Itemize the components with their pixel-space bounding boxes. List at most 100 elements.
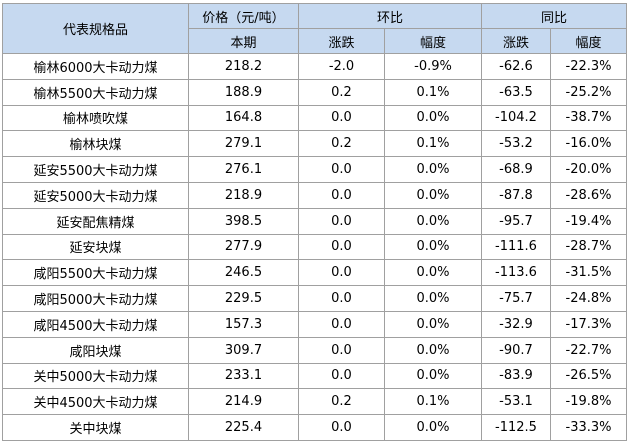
value-cell: 0.0	[298, 362, 385, 390]
product-cell: 榆林块煤	[2, 130, 189, 158]
table-row: 延安配焦精煤 398.5 0.0 0.0% -95.7 -19.4%	[2, 207, 627, 235]
table-row: 咸阳4500大卡动力煤 157.3 0.0 0.0% -32.9 -17.3%	[2, 310, 627, 338]
product-cell: 榆林喷吹煤	[2, 104, 189, 132]
value-cell: 0.0	[298, 181, 385, 209]
value-cell: 0.0%	[384, 259, 482, 287]
product-cell: 延安块煤	[2, 233, 189, 261]
value-cell: 0.0%	[384, 310, 482, 338]
header-cell: 涨跌	[481, 28, 551, 54]
value-cell: 398.5	[188, 207, 299, 235]
product-cell: 榆林6000大卡动力煤	[2, 53, 189, 80]
value-cell: 233.1	[188, 362, 299, 390]
value-cell: -63.5	[481, 78, 551, 106]
value-cell: 0.0	[298, 310, 385, 338]
value-cell: -87.8	[481, 181, 551, 209]
value-cell: 0.0	[298, 259, 385, 287]
value-cell: 0.0%	[384, 336, 482, 364]
value-cell: -104.2	[481, 104, 551, 132]
value-cell: 229.5	[188, 285, 299, 312]
value-cell: 0.0%	[384, 362, 482, 390]
table-row: 咸阳块煤 309.7 0.0 0.0% -90.7 -22.7%	[2, 336, 627, 364]
product-cell: 延安5000大卡动力煤	[2, 181, 189, 209]
table-row: 咸阳5500大卡动力煤 246.5 0.0 0.0% -113.6 -31.5%	[2, 259, 627, 287]
value-cell: 0.0	[298, 285, 385, 312]
value-cell: 279.1	[188, 130, 299, 158]
value-cell: 0.2	[298, 78, 385, 106]
product-cell: 延安5500大卡动力煤	[2, 156, 189, 183]
value-cell: 0.0%	[384, 233, 482, 261]
header-cell: 环比	[298, 3, 482, 29]
table-row: 榆林6000大卡动力煤 218.2 -2.0 -0.9% -62.6 -22.3%	[2, 53, 627, 80]
value-cell: -53.2	[481, 130, 551, 158]
header-cell: 代表规格品	[2, 3, 189, 54]
value-cell: -22.7%	[550, 336, 627, 364]
price-table: 代表规格品 价格（元/吨） 环比 同比 本期 涨跌 幅度 涨跌 幅度 榆林600…	[2, 3, 627, 441]
value-cell: -28.7%	[550, 233, 627, 261]
value-cell: 0.2	[298, 130, 385, 158]
value-cell: -22.3%	[550, 53, 627, 80]
table-row: 榆林喷吹煤 164.8 0.0 0.0% -104.2 -38.7%	[2, 104, 627, 132]
header-cell: 幅度	[384, 28, 482, 54]
table-row: 关中4500大卡动力煤 214.9 0.2 0.1% -53.1 -19.8%	[2, 388, 627, 416]
value-cell: -33.3%	[550, 414, 627, 441]
value-cell: 157.3	[188, 310, 299, 338]
value-cell: -19.8%	[550, 388, 627, 416]
value-cell: 0.0%	[384, 285, 482, 312]
value-cell: -90.7	[481, 336, 551, 364]
value-cell: -16.0%	[550, 130, 627, 158]
value-cell: 214.9	[188, 388, 299, 416]
value-cell: 0.0	[298, 207, 385, 235]
value-cell: 0.0%	[384, 207, 482, 235]
value-cell: 0.0%	[384, 414, 482, 441]
value-cell: 188.9	[188, 78, 299, 106]
product-cell: 咸阳4500大卡动力煤	[2, 310, 189, 338]
table-row: 咸阳5000大卡动力煤 229.5 0.0 0.0% -75.7 -24.8%	[2, 285, 627, 312]
product-cell: 关中块煤	[2, 414, 189, 441]
value-cell: -53.1	[481, 388, 551, 416]
value-cell: 276.1	[188, 156, 299, 183]
value-cell: -95.7	[481, 207, 551, 235]
table-body: 榆林6000大卡动力煤 218.2 -2.0 -0.9% -62.6 -22.3% 榆林55…	[2, 53, 627, 441]
value-cell: -111.6	[481, 233, 551, 261]
value-cell: 218.9	[188, 181, 299, 209]
value-cell: -83.9	[481, 362, 551, 390]
value-cell: 0.1%	[384, 130, 482, 158]
value-cell: 218.2	[188, 53, 299, 80]
table-row: 延安5000大卡动力煤 218.9 0.0 0.0% -87.8 -28.6%	[2, 181, 627, 209]
value-cell: 0.0	[298, 104, 385, 132]
value-cell: -26.5%	[550, 362, 627, 390]
value-cell: -32.9	[481, 310, 551, 338]
product-cell: 关中5000大卡动力煤	[2, 362, 189, 390]
product-cell: 延安配焦精煤	[2, 207, 189, 235]
value-cell: -112.5	[481, 414, 551, 441]
value-cell: 0.0	[298, 156, 385, 183]
value-cell: -62.6	[481, 53, 551, 80]
value-cell: -68.9	[481, 156, 551, 183]
value-cell: -75.7	[481, 285, 551, 312]
table-row: 榆林块煤 279.1 0.2 0.1% -53.2 -16.0%	[2, 130, 627, 158]
value-cell: -31.5%	[550, 259, 627, 287]
table-row: 延安5500大卡动力煤 276.1 0.0 0.0% -68.9 -20.0%	[2, 156, 627, 183]
value-cell: 0.0%	[384, 181, 482, 209]
value-cell: 309.7	[188, 336, 299, 364]
value-cell: -25.2%	[550, 78, 627, 106]
value-cell: -17.3%	[550, 310, 627, 338]
table-row: 榆林5500大卡动力煤 188.9 0.2 0.1% -63.5 -25.2%	[2, 78, 627, 106]
value-cell: -113.6	[481, 259, 551, 287]
value-cell: -0.9%	[384, 53, 482, 80]
value-cell: -20.0%	[550, 156, 627, 183]
value-cell: 164.8	[188, 104, 299, 132]
value-cell: 0.1%	[384, 388, 482, 416]
value-cell: 0.2	[298, 388, 385, 416]
value-cell: 246.5	[188, 259, 299, 287]
value-cell: 225.4	[188, 414, 299, 441]
value-cell: -2.0	[298, 53, 385, 80]
product-cell: 咸阳5500大卡动力煤	[2, 259, 189, 287]
value-cell: -38.7%	[550, 104, 627, 132]
value-cell: -28.6%	[550, 181, 627, 209]
value-cell: 0.0%	[384, 104, 482, 132]
value-cell: 0.0	[298, 414, 385, 441]
value-cell: 0.1%	[384, 78, 482, 106]
product-cell: 咸阳块煤	[2, 336, 189, 364]
value-cell: 0.0%	[384, 156, 482, 183]
